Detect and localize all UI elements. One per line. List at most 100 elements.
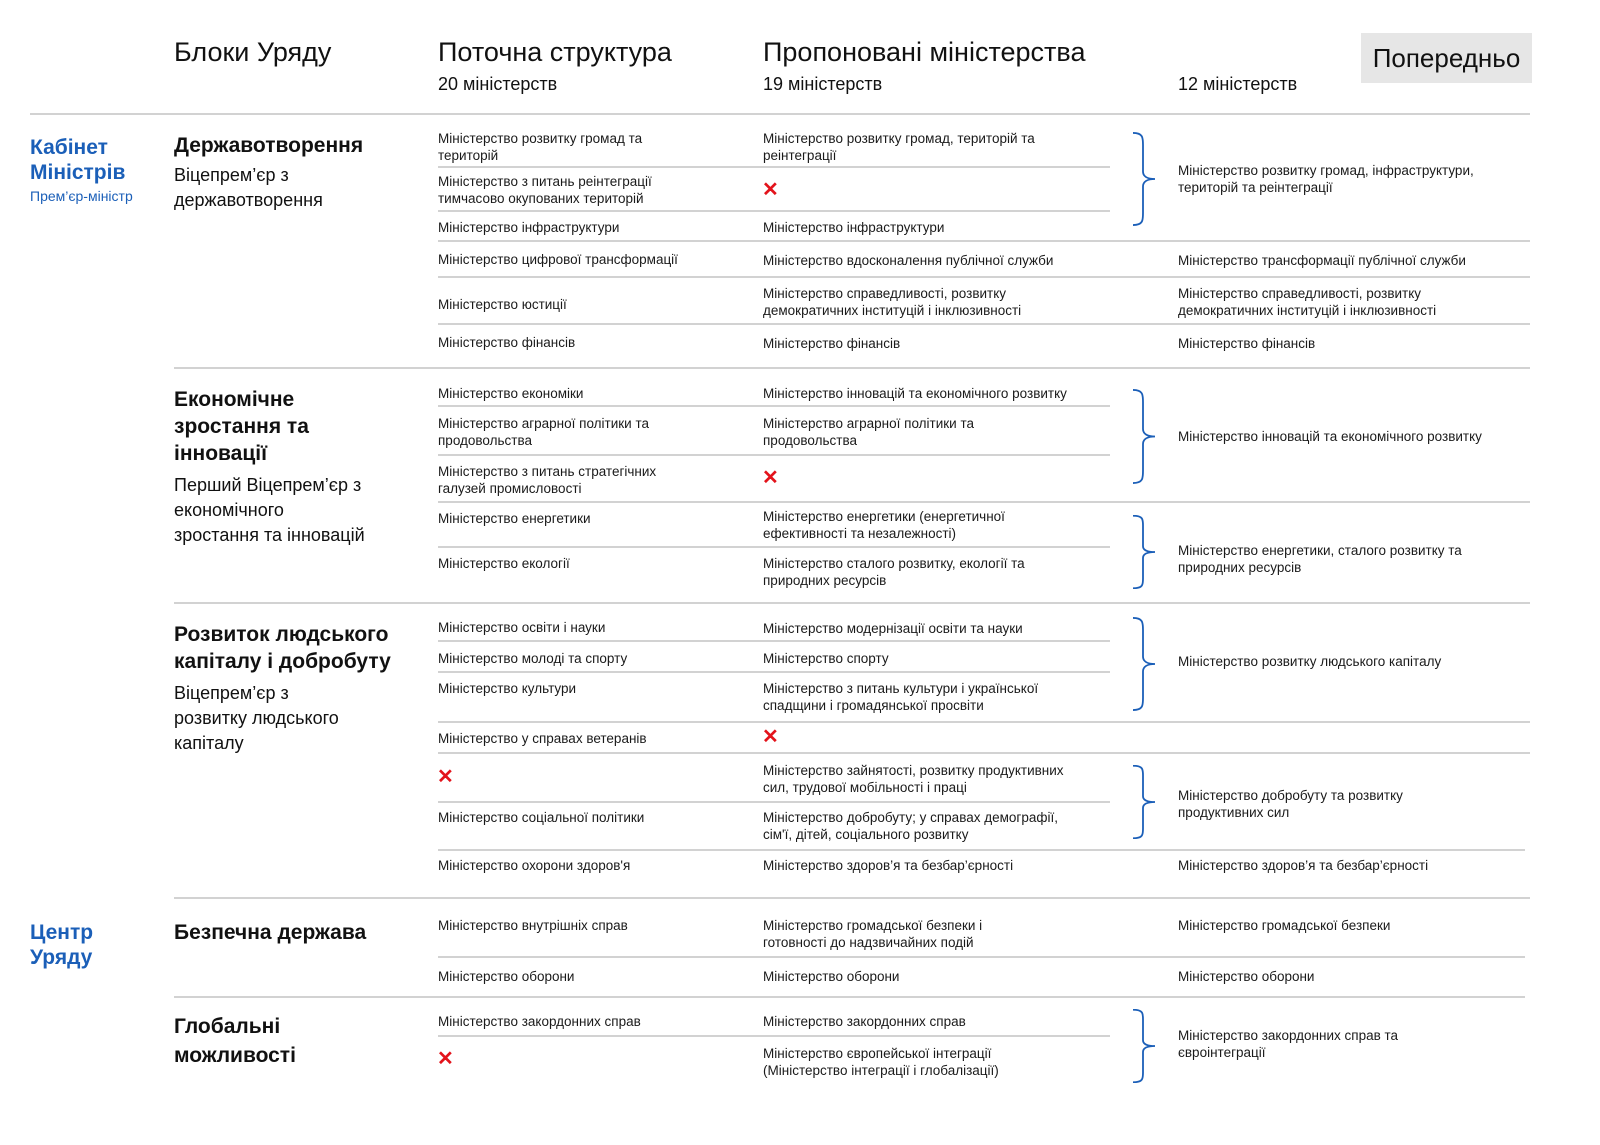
row-divider bbox=[438, 801, 1110, 803]
red-x-icon: ✕ bbox=[762, 726, 779, 748]
row-divider bbox=[438, 323, 1530, 325]
current-ministry: Міністерство енергетики bbox=[438, 511, 591, 526]
header-proposed-title: Пропоновані міністерства bbox=[763, 37, 1086, 67]
current-ministry: Міністерство з питань стратегічних галуз… bbox=[438, 464, 657, 496]
header-blocks-title: Блоки Уряду bbox=[174, 37, 332, 67]
proposed-ministry: Міністерство інновацій та економічного р… bbox=[763, 386, 1067, 401]
red-x-icon: ✕ bbox=[762, 179, 779, 201]
row-divider bbox=[438, 849, 1525, 851]
group-cabinet-title: Кабінет Міністрів bbox=[30, 136, 126, 184]
proposed-ministry: Міністерство добробуту; у справах демогр… bbox=[763, 810, 1058, 842]
row-divider bbox=[438, 721, 1530, 723]
final-ministry: Міністерство розвитку громад, інфраструк… bbox=[1178, 163, 1474, 195]
row-divider bbox=[438, 454, 1110, 456]
current-ministry: Міністерство освіти і науки bbox=[438, 620, 606, 635]
final-ministry: Міністерство енергетики, сталого розвитк… bbox=[1178, 543, 1462, 575]
block-subtitle: Віцепрем’єр з розвитку людського капітал… bbox=[174, 683, 339, 753]
proposed-ministry: Міністерство оборони bbox=[763, 969, 900, 984]
final-ministry: Міністерство справедливості, розвитку де… bbox=[1178, 286, 1437, 318]
header-proposed-count: 19 міністерств bbox=[763, 74, 883, 94]
proposed-ministry: Міністерство з питань культури і українс… bbox=[763, 681, 1039, 713]
header-current-title: Поточна структура bbox=[438, 37, 672, 67]
row-divider bbox=[438, 671, 1110, 673]
current-ministry: Міністерство юстиції bbox=[438, 297, 567, 312]
row-divider bbox=[438, 166, 1110, 168]
red-x-icon: ✕ bbox=[437, 1048, 454, 1070]
header-divider bbox=[30, 113, 1530, 115]
header-final-count: 12 міністерств bbox=[1178, 74, 1298, 94]
final-ministry: Міністерство здоров’я та безбар’єрності bbox=[1178, 858, 1429, 873]
curly-brace-icon bbox=[1131, 617, 1159, 711]
block-title: Розвиток людського капіталу і добробуту bbox=[174, 623, 391, 673]
final-ministry: Міністерство закордонних справ та євроін… bbox=[1178, 1028, 1399, 1060]
header-current-count: 20 міністерств bbox=[438, 74, 558, 94]
row-divider bbox=[438, 956, 1525, 958]
block-title: Безпечна держава bbox=[174, 921, 367, 944]
final-ministry: Міністерство громадської безпеки bbox=[1178, 918, 1391, 933]
block-title: Глобальні можливості bbox=[174, 1015, 296, 1067]
current-ministry: Міністерство оборони bbox=[438, 969, 575, 984]
curly-brace-icon bbox=[1131, 389, 1159, 484]
proposed-ministry: Міністерство здоров’я та безбар’єрності bbox=[763, 858, 1014, 873]
block-divider bbox=[174, 996, 1525, 998]
current-ministry: Міністерство у справах ветеранів bbox=[438, 731, 647, 746]
block-divider bbox=[174, 897, 1530, 899]
curly-brace-icon bbox=[1131, 515, 1159, 589]
proposed-ministry: Міністерство аграрної політики та продов… bbox=[763, 416, 974, 448]
final-ministry: Міністерство фінансів bbox=[1178, 336, 1316, 351]
current-ministry: Міністерство з питань реінтеграції тимча… bbox=[438, 174, 652, 206]
row-divider bbox=[438, 752, 1530, 754]
current-ministry: Міністерство екології bbox=[438, 556, 570, 571]
block-subtitle: Перший Віцепрем’єр з економічного зроста… bbox=[174, 475, 365, 545]
curly-brace-icon bbox=[1131, 1009, 1159, 1083]
preliminary-badge: Попередньо bbox=[1361, 33, 1532, 83]
row-divider bbox=[438, 210, 1110, 212]
group-cabinet-subtitle: Прем’єр-міністр bbox=[30, 188, 133, 204]
current-ministry: Міністерство економіки bbox=[438, 386, 584, 401]
curly-brace-icon bbox=[1131, 132, 1159, 226]
current-ministry: Міністерство внутрішніх справ bbox=[438, 918, 628, 933]
current-ministry: Міністерство соціальної політики bbox=[438, 810, 645, 825]
proposed-ministry: Міністерство європейської інтеграції (Мі… bbox=[763, 1046, 999, 1078]
proposed-ministry: Міністерство фінансів bbox=[763, 336, 901, 351]
final-ministry: Міністерство оборони bbox=[1178, 969, 1315, 984]
proposed-ministry: Міністерство розвитку громад, територій … bbox=[763, 131, 1035, 163]
current-ministry: Міністерство закордонних справ bbox=[438, 1014, 641, 1029]
row-divider bbox=[438, 405, 1110, 407]
proposed-ministry: Міністерство модернізації освіти та наук… bbox=[763, 621, 1023, 636]
proposed-ministry: Міністерство енергетики (енергетичної еф… bbox=[763, 509, 1005, 541]
current-ministry: Міністерство цифрової трансформації bbox=[438, 252, 678, 267]
red-x-icon: ✕ bbox=[762, 467, 779, 489]
row-divider bbox=[438, 640, 1110, 642]
block-divider bbox=[174, 602, 1530, 604]
group-center-title: Центр Уряду bbox=[30, 921, 94, 969]
proposed-ministry: Міністерство інфраструктури bbox=[763, 220, 945, 235]
current-ministry: Міністерство інфраструктури bbox=[438, 220, 620, 235]
proposed-ministry: Міністерство сталого розвитку, екології … bbox=[763, 556, 1025, 588]
row-divider bbox=[438, 501, 1530, 503]
final-ministry: Міністерство розвитку людського капіталу bbox=[1178, 654, 1442, 669]
current-ministry: Міністерство охорони здоров'я bbox=[438, 858, 631, 873]
proposed-ministry: Міністерство закордонних справ bbox=[763, 1014, 966, 1029]
row-divider bbox=[438, 546, 1110, 548]
row-divider bbox=[438, 240, 1530, 242]
current-ministry: Міністерство фінансів bbox=[438, 335, 576, 350]
row-divider bbox=[438, 1035, 1110, 1037]
red-x-icon: ✕ bbox=[437, 766, 454, 788]
block-subtitle: Віцепрем’єр з державотворення bbox=[174, 165, 323, 210]
proposed-ministry: Міністерство громадської безпеки і готов… bbox=[763, 918, 983, 950]
final-ministry: Міністерство трансформації публічної слу… bbox=[1178, 253, 1466, 268]
block-title: Економічне зростання та інновації bbox=[174, 388, 309, 465]
block-divider bbox=[174, 367, 1530, 369]
current-ministry: Міністерство молоді та спорту bbox=[438, 651, 628, 666]
current-ministry: Міністерство культури bbox=[438, 681, 577, 696]
proposed-ministry: Міністерство зайнятості, розвитку продук… bbox=[763, 763, 1064, 795]
final-ministry: Міністерство добробуту та розвитку проду… bbox=[1178, 788, 1403, 820]
row-divider bbox=[438, 276, 1530, 278]
proposed-ministry: Міністерство спорту bbox=[763, 651, 889, 666]
proposed-ministry: Міністерство справедливості, розвитку де… bbox=[763, 286, 1022, 318]
proposed-ministry: Міністерство вдосконалення публічної слу… bbox=[763, 253, 1054, 268]
curly-brace-icon bbox=[1131, 765, 1159, 839]
final-ministry: Міністерство інновацій та економічного р… bbox=[1178, 429, 1482, 444]
current-ministry: Міністерство розвитку громад та територі… bbox=[438, 131, 643, 163]
